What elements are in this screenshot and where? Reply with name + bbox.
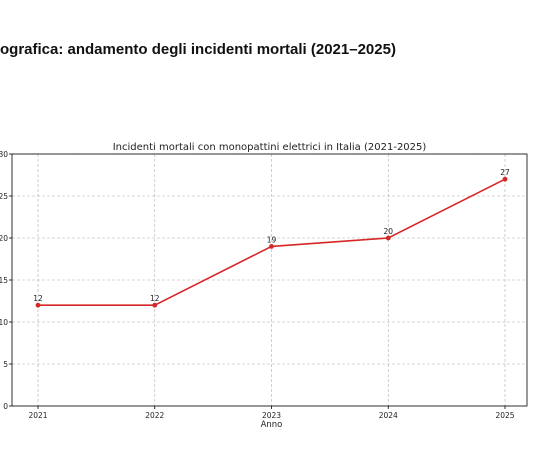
data-label: 12: [33, 294, 43, 303]
x-tick-label: 2021: [28, 411, 47, 420]
x-tick-label: 2024: [379, 411, 398, 420]
data-point: [385, 235, 391, 241]
page-heading: ografica: andamento degli incidenti mort…: [0, 41, 396, 58]
x-tick-label: 2023: [262, 411, 281, 420]
x-tick-label: 2022: [145, 411, 164, 420]
y-tick-label: 15: [0, 276, 8, 285]
data-label: 12: [150, 294, 160, 303]
data-label: 27: [500, 168, 510, 177]
y-axis: 0 5 10 15 20 25 30: [0, 150, 12, 411]
grid-lines: [12, 153, 527, 407]
y-tick-label: 5: [3, 360, 8, 369]
series: 12 12 19 20 27: [33, 168, 510, 308]
x-axis: 2021 2022 2023 2024 2025: [28, 406, 515, 420]
y-tick-label: 20: [0, 234, 8, 243]
chart-title: Incidenti mortali con monopattini elettr…: [113, 142, 427, 153]
y-tick-label: 10: [0, 318, 8, 327]
data-point: [152, 302, 158, 308]
data-point: [269, 244, 274, 249]
data-label: 20: [383, 227, 393, 236]
y-tick-label: 0: [3, 402, 8, 411]
x-tick-label: 2025: [495, 411, 514, 420]
y-tick-label: 30: [0, 150, 8, 159]
x-axis-label: Anno: [261, 420, 283, 430]
y-tick-label: 25: [0, 192, 8, 201]
data-label: 19: [267, 235, 277, 244]
data-point: [502, 176, 508, 182]
data-point: [35, 302, 41, 308]
